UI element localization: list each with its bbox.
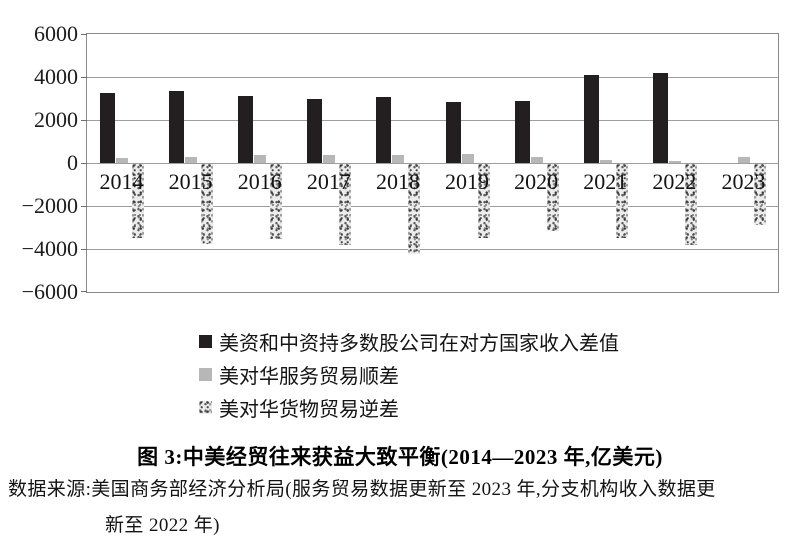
services-surplus-bar-2016 — [254, 154, 267, 163]
services-surplus-bar-2021 — [599, 159, 612, 163]
y-axis-label-6000: 6000 — [34, 21, 78, 46]
services-surplus-bar-2014 — [116, 157, 128, 163]
goods-deficit-bar-2017 — [339, 164, 352, 245]
goods-deficit-bar-2019 — [477, 164, 490, 239]
gridline--2000 — [87, 206, 778, 207]
income-diff-bar-2021 — [583, 74, 599, 163]
income-diff-bar-2014 — [100, 93, 115, 163]
bar-chart: 6000 4000 2000 0 −2000 −4000 −6000 2014 2015 201… — [0, 0, 779, 310]
x-axis-label-2014: 2014 — [99, 169, 144, 194]
income-diff-bar-2022 — [652, 73, 668, 163]
legend-marker-gray-square-icon — [199, 368, 212, 381]
legend-marker-speckled-square-icon — [199, 401, 212, 414]
x-axis-label-2017: 2017 — [306, 169, 351, 194]
x-axis-label-2015: 2015 — [168, 169, 213, 194]
legend-label-income-diff: 美资和中资持多数股公司在对方国家收入差值 — [219, 333, 619, 355]
x-axis-label-2023: 2023 — [721, 169, 766, 194]
gridline-4000 — [87, 77, 778, 78]
plot-area: 2014 2015 2016 2017 2018 2019 2020 2021 2022 2023 — [81, 33, 779, 293]
legend-label-services-surplus: 美对华服务贸易顺差 — [219, 366, 399, 388]
y-axis-label--4000: −4000 — [21, 236, 78, 261]
y-axis-tick-2000 — [81, 120, 87, 121]
x-axis-label-2021: 2021 — [583, 169, 628, 194]
legend-marker-black-square-icon — [199, 335, 212, 348]
goods-deficit-bar-2018 — [408, 164, 421, 255]
legend-label-goods-deficit: 美对华货物贸易逆差 — [219, 399, 399, 421]
gridline--4000 — [87, 249, 778, 250]
gridline-2000 — [87, 120, 778, 121]
y-axis-label--6000: −6000 — [21, 279, 78, 304]
x-axis-label-2022: 2022 — [652, 169, 697, 194]
data-source: 数据来源:美国商务部经济分析局(服务贸易数据更新至 2023 年,分支机构收入数… — [8, 474, 796, 537]
y-axis-tick-6000 — [81, 34, 87, 35]
goods-deficit-bar-2016 — [270, 164, 283, 240]
y-axis-tick--2000 — [81, 206, 87, 207]
figure-caption: 图 3:中美经贸往来获益大致平衡(2014—2023 年,亿美元) — [137, 445, 663, 469]
goods-deficit-bar-2015 — [201, 164, 214, 244]
y-axis-tick-0 — [81, 163, 87, 164]
services-surplus-bar-2015 — [185, 156, 198, 163]
income-diff-bar-2017 — [307, 98, 323, 163]
y-axis: 6000 4000 2000 0 −2000 −4000 −6000 — [0, 0, 78, 310]
legend-item-services-surplus: 美对华服务贸易顺差 — [199, 358, 619, 391]
goods-deficit-bar-2021 — [615, 164, 628, 239]
y-axis-label-2000: 2000 — [34, 107, 78, 132]
services-surplus-bar-2020 — [530, 156, 543, 163]
y-axis-tick--6000 — [81, 291, 87, 292]
data-source-line-1: 数据来源:美国商务部经济分析局(服务贸易数据更新至 2023 年,分支机构收入数… — [8, 479, 716, 500]
goods-deficit-bar-2023 — [753, 164, 766, 226]
data-source-line-2: 新至 2022 年) — [105, 515, 220, 536]
goods-deficit-bar-2014 — [132, 164, 144, 239]
y-axis-label-4000: 4000 — [34, 64, 78, 89]
income-diff-bar-2019 — [445, 102, 461, 163]
income-diff-bar-2018 — [376, 96, 392, 163]
services-surplus-bar-2019 — [461, 154, 474, 163]
legend-item-goods-deficit: 美对华货物贸易逆差 — [199, 391, 619, 424]
x-axis-label-2020: 2020 — [514, 169, 559, 194]
services-surplus-bar-2018 — [392, 154, 405, 163]
income-diff-bar-2020 — [514, 101, 530, 163]
y-axis-label-0: 0 — [67, 150, 78, 175]
services-surplus-bar-2017 — [323, 154, 336, 163]
x-axis-label-2016: 2016 — [237, 169, 282, 194]
y-axis-tick--4000 — [81, 249, 87, 250]
goods-deficit-bar-2022 — [684, 164, 697, 245]
income-diff-bar-2015 — [169, 90, 185, 163]
goods-deficit-bar-2020 — [546, 164, 559, 231]
gridline-0 — [87, 163, 778, 164]
legend-item-income-diff: 美资和中资持多数股公司在对方国家收入差值 — [199, 325, 619, 358]
y-axis-label--2000: −2000 — [21, 193, 78, 218]
x-axis-label-2019: 2019 — [445, 169, 490, 194]
services-surplus-bar-2022 — [668, 160, 681, 163]
chart-legend: 美资和中资持多数股公司在对方国家收入差值 美对华服务贸易顺差 美对华货物贸易逆差 — [199, 325, 619, 424]
income-diff-bar-2016 — [238, 96, 254, 163]
y-axis-tick-4000 — [81, 77, 87, 78]
x-axis-label-2018: 2018 — [375, 169, 420, 194]
services-surplus-bar-2023 — [737, 156, 750, 163]
